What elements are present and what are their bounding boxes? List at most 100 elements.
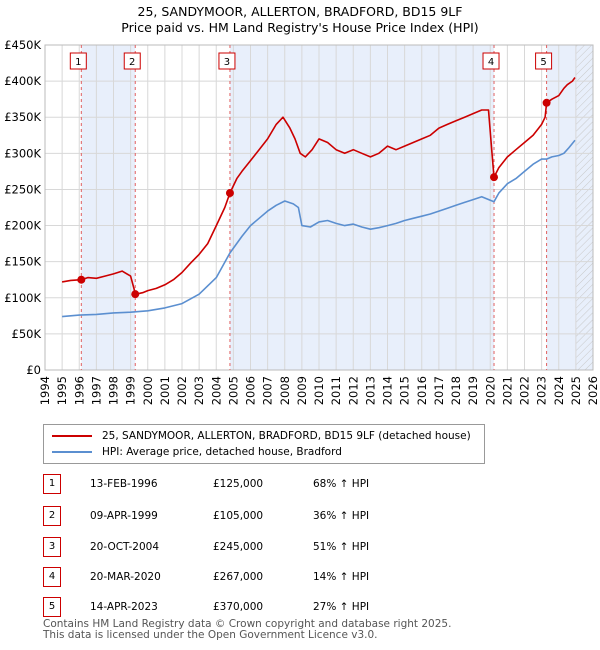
x-tick-label: 2015 — [398, 376, 412, 405]
ownership-shade — [81, 45, 136, 370]
sale-number-badge: 5 — [43, 597, 61, 617]
x-tick-label: 2021 — [500, 376, 514, 405]
sale-row: 2 09-APR-1999 £105,000 36% ↑ HPI — [0, 506, 600, 528]
sale-number-label: 5 — [540, 57, 546, 68]
sale-number-badge: 4 — [43, 567, 61, 587]
x-tick-label: 2012 — [346, 376, 360, 405]
sale-point — [490, 173, 499, 182]
sale-number-badge: 2 — [43, 506, 61, 526]
sale-number-box — [123, 52, 141, 70]
sale-row: 3 20-OCT-2004 £245,000 51% ↑ HPI — [0, 537, 600, 559]
x-tick-label: 2014 — [381, 376, 395, 405]
x-tick-label: 2004 — [209, 376, 223, 405]
x-tick-label: 2011 — [329, 376, 343, 405]
x-tick-label: 2013 — [363, 376, 377, 405]
sale-number-label: 3 — [224, 57, 230, 68]
x-tick-label: 2018 — [449, 376, 463, 405]
x-tick-label: 2006 — [244, 376, 258, 405]
y-tick-label: £250K — [4, 182, 41, 196]
sale-price: £267,000 — [213, 571, 264, 583]
x-tick-label: 2026 — [586, 376, 600, 405]
sale-hpi-change: 68% ↑ HPI — [313, 478, 370, 490]
x-tick-label: 2008 — [278, 376, 292, 405]
sale-date: 09-APR-1999 — [90, 510, 158, 522]
x-tick-label: 1999 — [124, 376, 138, 405]
x-tick-label: 2002 — [175, 376, 189, 405]
sale-date: 13-FEB-1996 — [90, 478, 158, 490]
x-tick-label: 2025 — [569, 376, 583, 405]
x-tick-label: 1997 — [89, 376, 103, 405]
price-chart: £0 £50K £100K £150K £200K £250K £300K £350K £400… — [4, 38, 600, 405]
x-tick-label: 2007 — [261, 376, 275, 405]
property-price-line — [61, 77, 576, 296]
x-tick-label: 1994 — [38, 376, 52, 405]
chart-title: 25, SANDYMOOR, ALLERTON, BRADFORD, BD15 … — [137, 4, 463, 19]
plot-border — [44, 44, 594, 371]
sale-number-box — [69, 52, 87, 70]
x-tick-label: 2022 — [518, 376, 532, 405]
x-tick-label: 2016 — [415, 376, 429, 405]
footer: Contains HM Land Registry data © Crown c… — [43, 619, 451, 641]
x-tick-label: 2005 — [226, 376, 240, 405]
sale-row: 4 20-MAR-2020 £267,000 14% ↑ HPI — [0, 567, 600, 589]
sale-price: £245,000 — [213, 541, 264, 553]
sale-number-label: 2 — [129, 57, 135, 68]
sale-price: £105,000 — [213, 510, 264, 522]
footer-copyright: Contains HM Land Registry data © Crown c… — [43, 618, 452, 630]
x-tick-label: 2000 — [141, 376, 155, 405]
sale-number-label: 1 — [75, 57, 81, 68]
x-tick-label: 1995 — [55, 376, 69, 405]
y-tick-label: £350K — [4, 110, 41, 124]
sale-number-box — [482, 52, 500, 70]
legend-swatch-hpi — [52, 451, 92, 453]
x-tick-label: 2009 — [295, 376, 309, 405]
sale-price: £125,000 — [213, 478, 264, 490]
sale-price: £370,000 — [213, 601, 264, 613]
x-tick-label: 2010 — [312, 376, 326, 405]
sale-date: 14-APR-2023 — [90, 601, 158, 613]
sale-number-box — [535, 52, 553, 70]
legend: 25, SANDYMOOR, ALLERTON, BRADFORD, BD15 … — [43, 424, 485, 464]
x-tick-label: 1998 — [107, 376, 121, 405]
sale-hpi-change: 51% ↑ HPI — [313, 541, 370, 553]
y-tick-label: £450K — [4, 38, 41, 52]
sale-number-label: 4 — [488, 57, 494, 68]
legend-item-hpi: HPI: Average price, detached house, Brad… — [52, 446, 342, 458]
y-tick-label: £300K — [4, 146, 41, 160]
ownership-shade — [229, 45, 495, 370]
future-hatch — [575, 45, 593, 370]
sale-point — [77, 275, 86, 284]
x-tick-label: 1996 — [72, 376, 86, 405]
sale-row: 1 13-FEB-1996 £125,000 68% ↑ HPI — [0, 474, 600, 496]
y-tick-label: £50K — [12, 327, 42, 341]
sale-number-badge: 3 — [43, 537, 61, 557]
sale-number-badge: 1 — [43, 474, 61, 494]
footer-license: This data is licensed under the Open Gov… — [43, 629, 378, 641]
x-tick-label: 2020 — [483, 376, 497, 405]
x-tick-label: 2003 — [192, 376, 206, 405]
x-tick-label: 2024 — [552, 376, 566, 405]
y-tick-label: £150K — [4, 255, 41, 269]
sale-row: 5 14-APR-2023 £370,000 27% ↑ HPI — [0, 597, 600, 619]
sale-hpi-change: 27% ↑ HPI — [313, 601, 370, 613]
sale-date: 20-MAR-2020 — [90, 571, 161, 583]
legend-swatch-property — [52, 435, 92, 437]
y-tick-label: £100K — [4, 291, 41, 305]
sale-point — [225, 189, 234, 198]
y-tick-label: £0 — [26, 363, 41, 377]
sale-point — [131, 290, 140, 299]
sale-date: 20-OCT-2004 — [90, 541, 159, 553]
x-tick-label: 2023 — [535, 376, 549, 405]
y-tick-label: £200K — [4, 219, 41, 233]
x-tick-label: 2001 — [158, 376, 172, 405]
sale-number-box — [218, 52, 236, 70]
x-tick-label: 2019 — [466, 376, 480, 405]
legend-label-property: 25, SANDYMOOR, ALLERTON, BRADFORD, BD15 … — [102, 430, 471, 442]
legend-label-hpi: HPI: Average price, detached house, Brad… — [102, 446, 342, 458]
y-tick-label: £400K — [4, 74, 41, 88]
hpi-line — [62, 139, 576, 318]
sale-hpi-change: 14% ↑ HPI — [313, 571, 370, 583]
x-tick-label: 2017 — [432, 376, 446, 405]
legend-item-property: 25, SANDYMOOR, ALLERTON, BRADFORD, BD15 … — [52, 430, 471, 442]
sale-hpi-change: 36% ↑ HPI — [313, 510, 370, 522]
